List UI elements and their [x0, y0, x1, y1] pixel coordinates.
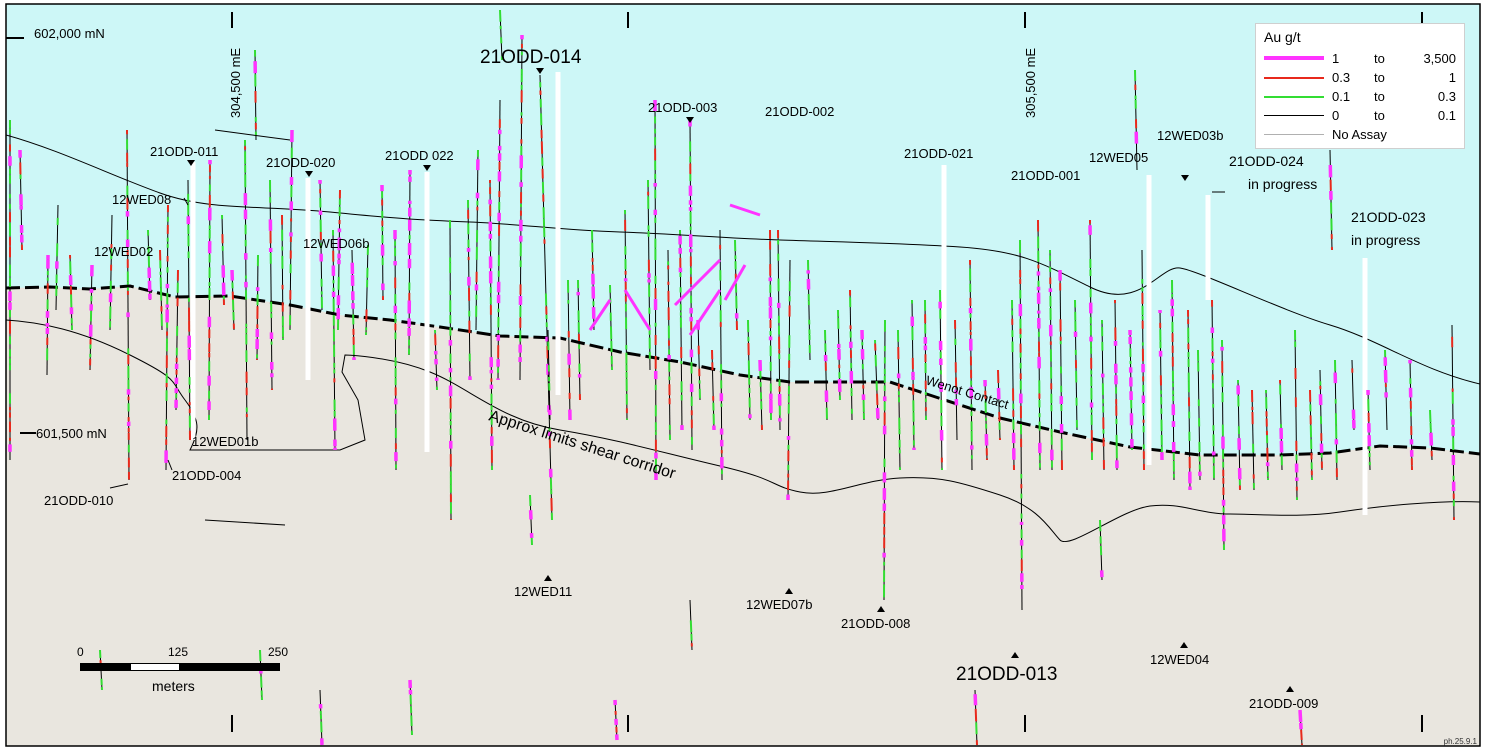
- drillhole-label-21odd-014: 21ODD-014: [480, 47, 582, 68]
- drill-trace: [175, 269, 179, 411]
- scale-tick-0: 0: [77, 645, 84, 659]
- drillhole-label-12wed02: 12WED02: [94, 244, 153, 259]
- drillhole-label-21odd-002: 21ODD-002: [765, 104, 834, 119]
- assay-interval: [1429, 432, 1434, 446]
- drill-traces: [8, 9, 1456, 746]
- northing-label-602000: 602,000 mN: [34, 26, 105, 41]
- legend-range-to: to: [1374, 51, 1385, 66]
- assay-interval: [1300, 729, 1303, 740]
- scale-segment: [130, 663, 180, 671]
- scale-units: meters: [152, 678, 195, 694]
- drillhole-label-21odd-022: 21ODD 022: [385, 148, 454, 163]
- legend-row-trace: 0 to 0.1: [1256, 107, 1466, 125]
- drillhole-label-21odd-010: 21ODD-010: [44, 493, 113, 508]
- status-label-21odd-024: in progress: [1248, 176, 1317, 192]
- drillhole-label-12wed07b: 12WED07b: [746, 597, 812, 612]
- collar-triangles: [187, 68, 1294, 692]
- legend-range-upper: 0.3: [1437, 89, 1456, 104]
- drill-trace: [807, 259, 811, 361]
- collar-markers: [190, 72, 1368, 515]
- angled-drill-trace: [729, 203, 761, 217]
- legend-row-high: 1 to 3,500: [1256, 50, 1466, 68]
- grade-legend: Au g/t 1 to 3,500 0.3 to 1 0.1 to 0.3 0 …: [1255, 23, 1465, 149]
- scale-tick-250: 250: [268, 645, 289, 659]
- drillhole-label-12wed08: 12WED08: [112, 192, 171, 207]
- drillhole-label-21odd-009: 21ODD-009: [1249, 696, 1318, 711]
- legend-title: Au g/t: [1264, 29, 1301, 45]
- drillhole-label-12wed11: 12WED11: [514, 584, 572, 599]
- legend-range-upper: 1: [1448, 70, 1456, 85]
- drillhole-label-21odd-003: 21ODD-003: [648, 100, 717, 115]
- legend-row-mid: 0.3 to 1: [1256, 69, 1466, 87]
- legend-range-from: 1: [1332, 51, 1340, 66]
- legend-range-to: to: [1374, 70, 1385, 85]
- legend-range-upper: 3,500: [1423, 51, 1456, 66]
- drillhole-label-12wed01b: 12WED01b: [192, 434, 258, 449]
- shear-corridor-south-boundary: [6, 319, 1480, 543]
- drillhole-label-21odd-023: 21ODD-023: [1351, 209, 1426, 225]
- drillhole-label-21odd-013: 21ODD-013: [956, 664, 1057, 685]
- legend-swatch-no-assay: [1264, 134, 1324, 135]
- drill-trace: [697, 319, 701, 401]
- drillhole-label-12wed03b: 12WED03b: [1157, 128, 1223, 143]
- drillhole-label-21odd-011: 21ODD-011: [150, 144, 218, 159]
- drillhole-label-21odd-008: 21ODD-008: [841, 616, 910, 631]
- drill-trace: [269, 179, 273, 391]
- legend-range-to: to: [1374, 108, 1385, 123]
- easting-label-304500: 304,500 mE: [228, 48, 243, 118]
- scale-tick-125: 125: [168, 645, 189, 659]
- figure-code: ph.25.9.1: [1443, 737, 1477, 746]
- south-domain-area: [6, 286, 1480, 746]
- drillhole-label-12wed04: 12WED04: [1150, 652, 1209, 667]
- drillhole-label-21odd-004: 21ODD-004: [172, 468, 241, 483]
- legend-no-assay-label: No Assay: [1332, 127, 1387, 142]
- legend-range-upper: 0.1: [1437, 108, 1456, 123]
- legend-row-no-assay: No Assay: [1256, 126, 1466, 144]
- legend-range-from: 0: [1332, 108, 1340, 123]
- scale-segment: [180, 663, 280, 671]
- assay-interval: [1298, 709, 1303, 723]
- legend-swatch-mid: [1264, 77, 1324, 79]
- easting-label-305500: 305,500 mE: [1023, 48, 1038, 118]
- northing-label-601500: 601,500 mN: [36, 426, 107, 441]
- drillhole-label-12wed06b: 12WED06b: [303, 236, 369, 251]
- leader-arrows: [109, 129, 1225, 526]
- legend-range-from: 0.1: [1332, 89, 1351, 104]
- legend-range-to: to: [1374, 89, 1385, 104]
- legend-swatch-low: [1264, 96, 1324, 98]
- drillhole-label-21odd-021: 21ODD-021: [904, 146, 973, 161]
- angled-drill-trace: [723, 264, 747, 301]
- angled-drill-trace: [588, 299, 612, 331]
- legend-swatch-high: [1264, 56, 1324, 60]
- drillhole-labels: 21ODD-014 21ODD-003 21ODD-002 21ODD-011 …: [44, 47, 1426, 711]
- angled-drill-trace: [673, 258, 722, 307]
- angled-drill-trace: [623, 289, 652, 331]
- drillhole-label-21odd-024: 21ODD-024: [1229, 153, 1304, 169]
- scale-segment: [80, 663, 130, 671]
- status-label-21odd-023: in progress: [1351, 232, 1420, 248]
- drillhole-label-12wed05: 12WED05: [1089, 150, 1148, 165]
- shear-corridor-north-boundary: [6, 134, 1480, 385]
- legend-swatch-trace: [1264, 115, 1324, 116]
- drillhole-label-21odd-020: 21ODD-020: [266, 155, 335, 170]
- map-border: [5, 3, 1481, 747]
- scale-bar: 0 125 250 meters: [77, 645, 288, 700]
- angled-drill-trace: [688, 289, 722, 336]
- drill-trace: [165, 204, 169, 471]
- drill-trace: [1251, 389, 1255, 491]
- legend-row-low: 0.1 to 0.3: [1256, 88, 1466, 106]
- drill-trace: [874, 339, 879, 421]
- legend-range-from: 0.3: [1332, 70, 1351, 85]
- drillhole-label-21odd-001: 21ODD-001: [1011, 168, 1080, 183]
